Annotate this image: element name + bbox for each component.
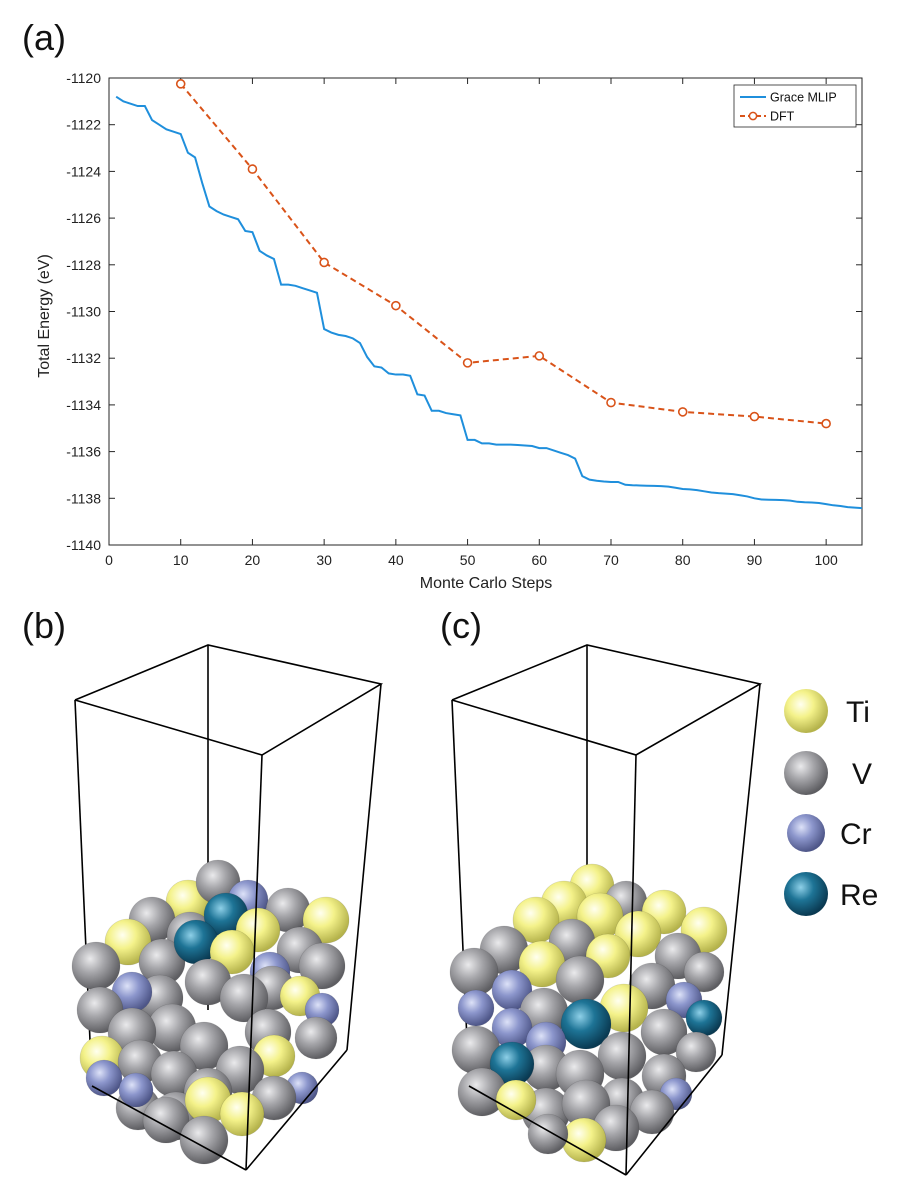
plot-area (108, 77, 863, 546)
atom-v (555, 955, 605, 1005)
atoms-c (449, 863, 728, 1163)
legend-label-dft: DFT (770, 110, 795, 124)
x-tick-label: 30 (316, 552, 332, 568)
y-tick-label: -1128 (66, 257, 101, 273)
y-tick-label: -1132 (66, 350, 101, 366)
species-label-ti: Ti (846, 696, 870, 729)
structure-b (71, 644, 384, 1171)
structure-c (449, 644, 763, 1176)
legend-label-grace-mlip: Grace MLIP (770, 91, 837, 105)
panel-label-c: (c) (440, 605, 482, 646)
atom-v (675, 1031, 717, 1073)
atom-re (560, 998, 612, 1050)
panel-label-a: (a) (22, 17, 66, 58)
y-axis: -1140 -1138 -1136 -1134 -1132 -1130 -1128 -1126… (66, 70, 862, 553)
species-label-cr: Cr (840, 818, 872, 851)
simulation-cell-front-c (468, 754, 723, 1176)
data-point-dft (319, 257, 329, 268)
data-point-dft (821, 418, 831, 429)
y-tick-label: -1130 (66, 304, 101, 320)
data-point-dft (462, 358, 473, 368)
atom-v (449, 947, 499, 997)
x-tick-label: 80 (675, 552, 691, 568)
y-tick-label: -1134 (66, 397, 101, 413)
atom-v (298, 942, 346, 990)
y-tick-label: -1120 (66, 70, 101, 86)
legend-marker-dft (748, 111, 758, 121)
species-swatch-re (784, 872, 828, 916)
y-tick-label: -1124 (66, 163, 101, 179)
x-tick-label: 50 (460, 552, 476, 568)
data-point-dft (534, 351, 545, 361)
energy-chart: -1140 -1138 -1136 -1134 -1132 -1130 -1128 -1126… (36, 70, 863, 592)
atom-ti (495, 1079, 537, 1121)
species-swatch-cr (787, 814, 825, 852)
atom-v (683, 951, 725, 993)
x-tick-label: 10 (173, 552, 189, 568)
species-label-v: V (852, 758, 872, 791)
atom-v (71, 941, 121, 991)
x-tick-label: 20 (245, 552, 261, 568)
data-point-dft (677, 407, 688, 417)
species-swatch-ti (784, 689, 828, 733)
data-point-dft (749, 411, 760, 422)
atom-re (685, 999, 723, 1037)
data-point-dft (606, 397, 616, 408)
atom-v (294, 1016, 338, 1060)
atom-cr (118, 1072, 154, 1108)
data-point-dft (247, 164, 258, 174)
data-point-dft (391, 300, 401, 311)
species-label-re: Re (840, 879, 878, 912)
atom-ti (561, 1117, 607, 1163)
x-tick-label: 40 (388, 552, 404, 568)
data-point-dft (175, 79, 186, 89)
series-line-grace-mlip (115, 95, 863, 510)
atom-ti (302, 896, 350, 944)
y-tick-label: -1122 (66, 117, 101, 133)
species-legend: Ti V Cr Re (784, 689, 878, 916)
x-tick-label: 100 (814, 552, 838, 568)
series-line-dft (179, 83, 827, 425)
x-axis-label: Monte Carlo Steps (420, 575, 553, 592)
atom-v (142, 1096, 190, 1144)
atoms-b (71, 859, 350, 1165)
atom-v (527, 1113, 569, 1155)
panel-label-b: (b) (22, 605, 66, 646)
atom-cr (457, 989, 495, 1027)
chart-legend: Grace MLIP DFT (733, 84, 857, 128)
y-tick-label: -1126 (66, 210, 101, 226)
species-swatch-v (784, 751, 828, 795)
x-tick-label: 70 (603, 552, 619, 568)
atom-cr (85, 1059, 123, 1097)
x-tick-label: 0 (105, 552, 113, 568)
x-tick-label: 90 (747, 552, 763, 568)
atom-v (597, 1031, 647, 1081)
series-layer (115, 79, 863, 510)
y-axis-label: Total Energy (eV) (36, 254, 53, 378)
x-tick-label: 60 (531, 552, 547, 568)
atom-ti (219, 1091, 265, 1137)
y-tick-label: -1136 (66, 444, 101, 460)
atom-v (219, 973, 269, 1023)
y-tick-label: -1140 (66, 537, 101, 553)
simulation-cell-front-b (91, 754, 348, 1171)
atom-v (179, 1115, 229, 1165)
y-tick-label: -1138 (66, 490, 101, 506)
